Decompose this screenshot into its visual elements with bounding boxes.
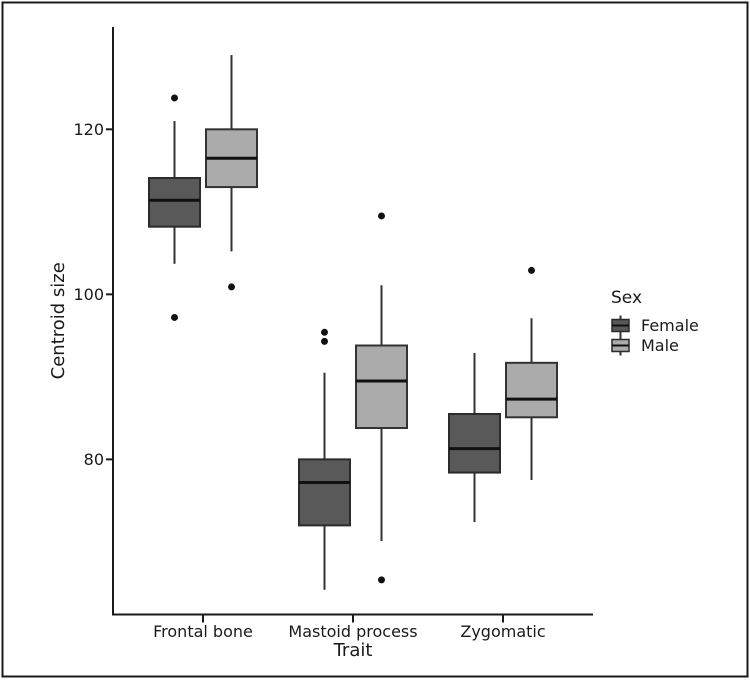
iqr-box bbox=[505, 361, 558, 419]
outlier-point bbox=[171, 313, 178, 321]
x-tick-label-frontal-bone: Frontal bone bbox=[153, 622, 253, 641]
outlier-point bbox=[171, 94, 178, 102]
y-tick-label: 100 bbox=[73, 285, 104, 304]
legend-label-male: Male bbox=[641, 336, 679, 355]
iqr-box bbox=[148, 177, 201, 228]
outlier-point bbox=[321, 328, 328, 336]
legend-title: Sex bbox=[611, 288, 642, 308]
boxplot-female-zygomatic bbox=[448, 352, 501, 523]
outlier-point bbox=[321, 337, 328, 345]
outlier-point bbox=[228, 283, 235, 291]
legend-label-female: Female bbox=[641, 316, 699, 335]
y-tick-label: 120 bbox=[73, 120, 104, 139]
boxplot-female-mastoid-process bbox=[298, 328, 351, 590]
y-tick-label: 80 bbox=[84, 450, 104, 469]
iqr-box bbox=[298, 458, 351, 527]
outlier-point bbox=[378, 212, 385, 220]
iqr-box bbox=[448, 412, 501, 474]
legend-key-female-icon bbox=[611, 315, 630, 336]
legend-key-male-icon bbox=[611, 335, 630, 356]
boxplot-male-mastoid-process bbox=[355, 212, 408, 584]
iqr-box bbox=[355, 344, 408, 430]
boxplot-male-frontal-bone bbox=[205, 55, 258, 291]
x-tick-label-zygomatic: Zygomatic bbox=[460, 622, 545, 641]
outlier-point bbox=[378, 576, 385, 584]
x-tick-label-mastoid-process: Mastoid process bbox=[288, 622, 417, 641]
boxplot-male-zygomatic bbox=[505, 266, 558, 481]
y-axis-title: Centroid size bbox=[48, 262, 69, 379]
boxplot-female-frontal-bone bbox=[148, 94, 201, 321]
x-axis-title: Trait bbox=[333, 640, 373, 661]
outlier-point bbox=[528, 266, 535, 274]
